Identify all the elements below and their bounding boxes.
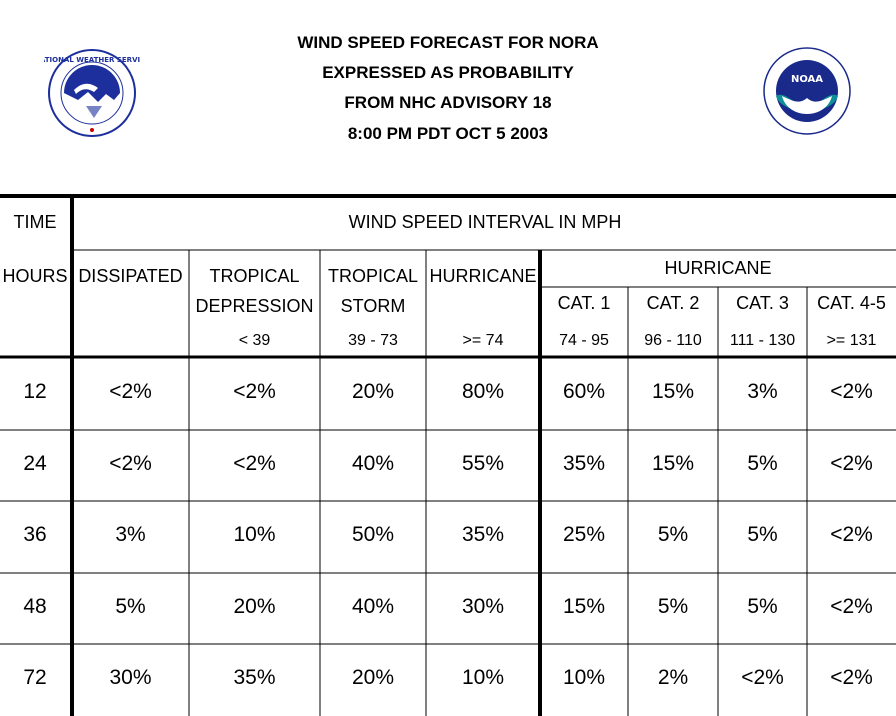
probability-cell: 5% (115, 595, 146, 618)
probability-cell: 15% (562, 595, 606, 618)
probability-cell: 10% (461, 666, 505, 689)
hurricane-group-header: HURRICANE (664, 258, 772, 278)
probability-cell: 80% (461, 380, 505, 403)
forecast-hour-cell: 12 (23, 380, 47, 403)
nws-ring-text: NATIONAL WEATHER SERVICE (44, 56, 140, 64)
forecast-title: WIND SPEED FORECAST FOR NORA (297, 33, 599, 52)
noaa-center-text: NOAA (791, 74, 823, 85)
probability-cell: <2% (830, 666, 873, 689)
probability-cell: 35% (562, 452, 606, 475)
forecast-subtitle: EXPRESSED AS PROBABILITY (322, 63, 574, 82)
probability-cell: 20% (351, 380, 395, 403)
probability-cell: 40% (351, 452, 395, 475)
probability-cell: 20% (351, 666, 395, 689)
forecast-hour-cell: 48 (23, 595, 47, 618)
probability-cell: <2% (830, 595, 873, 618)
probability-cell: <2% (109, 380, 152, 403)
probability-cell: 20% (233, 595, 276, 618)
column-header-label: TROPICAL (327, 266, 419, 286)
probability-cell: 3% (747, 380, 778, 403)
column-header-label: CAT. 2 (646, 293, 700, 313)
probability-cell: 5% (747, 523, 778, 546)
column-header-label: CAT. 4-5 (817, 293, 886, 313)
probability-cell: <2% (830, 380, 873, 403)
column-header-label: DISSIPATED (78, 266, 183, 286)
probability-cell: 15% (651, 380, 695, 403)
column-header-label-2: DEPRESSION (195, 296, 314, 316)
probability-cell: 60% (562, 380, 606, 403)
probability-cell: <2% (741, 666, 784, 689)
column-header-label-2: STORM (340, 296, 406, 316)
forecast-hour-cell: 24 (23, 452, 47, 475)
column-range-label: 96 - 110 (644, 332, 702, 349)
probability-cell: 30% (109, 666, 152, 689)
column-range-label: >= 74 (462, 332, 504, 349)
probability-cell: 5% (657, 523, 689, 546)
probability-cell: <2% (830, 523, 873, 546)
column-header-label: HURRICANE (429, 266, 537, 286)
noaa-logo-icon: NOAA (763, 47, 851, 135)
column-range-label: >= 131 (826, 332, 877, 349)
probability-cell: 30% (461, 595, 505, 618)
probability-cell: 40% (351, 595, 395, 618)
forecast-hour-cell: 36 (23, 523, 47, 546)
time-header: TIME (13, 212, 57, 232)
probability-cell: 55% (461, 452, 505, 475)
probability-cell: 35% (461, 523, 505, 546)
interval-header: WIND SPEED INTERVAL IN MPH (348, 212, 622, 232)
probability-cell: <2% (830, 452, 873, 475)
hours-header: HOURS (2, 266, 68, 286)
probability-cell: 25% (562, 523, 606, 546)
column-range-label: 74 - 95 (559, 332, 609, 349)
column-header-label: CAT. 1 (557, 293, 611, 313)
column-header-label: CAT. 3 (736, 293, 789, 313)
probability-cell: 50% (351, 523, 395, 546)
nws-logo-icon: NATIONAL WEATHER SERVICE (44, 49, 140, 137)
column-header-label: TROPICAL (209, 266, 300, 286)
probability-cell: 5% (657, 595, 689, 618)
column-range-label: < 39 (238, 332, 271, 349)
probability-cell: 10% (562, 666, 606, 689)
probability-cell: <2% (233, 380, 276, 403)
forecast-hour-cell: 72 (23, 666, 47, 689)
probability-cell: 15% (651, 452, 695, 475)
probability-cell: 35% (233, 666, 276, 689)
probability-cell: 2% (657, 666, 689, 689)
column-range-label: 39 - 73 (348, 332, 398, 349)
column-range-label: 111 - 130 (729, 332, 796, 349)
probability-cell: 10% (233, 523, 276, 546)
probability-cell: 5% (747, 595, 778, 618)
issue-time: 8:00 PM PDT OCT 5 2003 (347, 124, 549, 143)
probability-cell: 5% (747, 452, 778, 475)
advisory-line: FROM NHC ADVISORY 18 (344, 93, 552, 112)
probability-cell: <2% (109, 452, 152, 475)
probability-cell: <2% (233, 452, 276, 475)
probability-cell: 3% (115, 523, 146, 546)
